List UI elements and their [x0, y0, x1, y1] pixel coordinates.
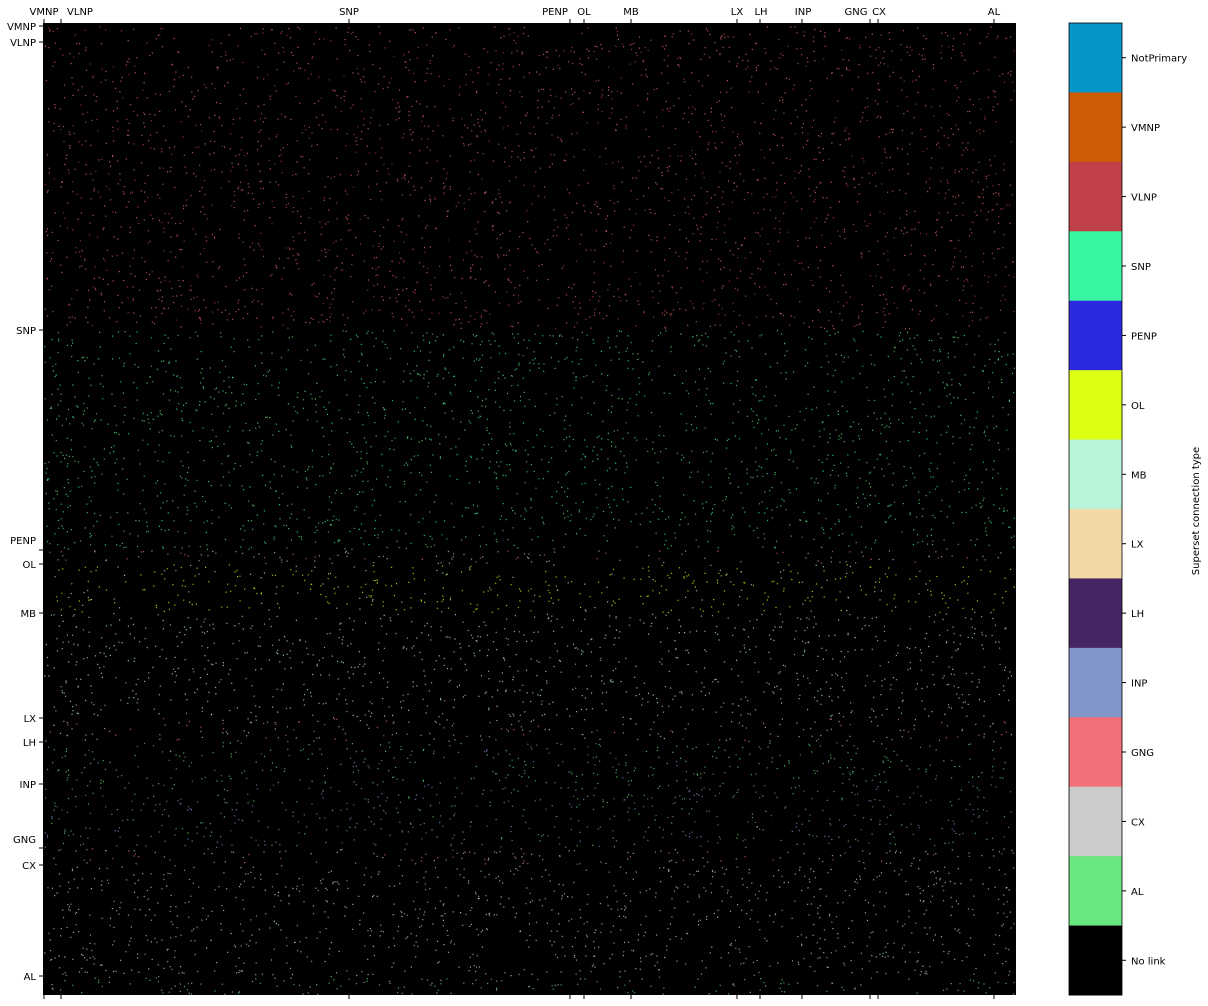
connectivity-matrix	[43, 23, 1016, 995]
colorbar-label-notprimary: NotPrimary	[1131, 54, 1187, 65]
colorbar-label-penp: PENP	[1131, 331, 1157, 342]
y-tick-label-gng: GNG	[13, 835, 36, 846]
x-tick-label-lh: LH	[754, 7, 767, 18]
colorbar-swatch-cx	[1069, 786, 1122, 857]
colorbar-swatch-lx	[1069, 509, 1122, 579]
x-tick-label-vmnp: VMNP	[30, 7, 59, 18]
y-tick-label-lh: LH	[23, 738, 36, 749]
x-tick-label-gng: GNG	[845, 7, 868, 18]
y-tick-label-penp: PENP	[10, 536, 36, 547]
colorbar-swatch-mb	[1069, 439, 1122, 510]
y-tick-label-vmnp: VMNP	[7, 22, 36, 33]
y-tick-label-cx: CX	[22, 861, 36, 872]
y-tick-label-inp: INP	[20, 780, 36, 791]
colorbar-swatch-vmnp	[1069, 92, 1122, 163]
colorbar-swatch-vlnp	[1069, 161, 1122, 232]
colorbar-label-lh: LH	[1131, 609, 1144, 620]
x-axis-ticks: VMNP VLNP SNP PENP OL MB LX LH INP GNG CX AL	[30, 7, 1001, 999]
colorbar-label-no-link: No link	[1131, 956, 1166, 967]
x-tick-label-lx: LX	[731, 7, 744, 18]
colorbar-swatch-notprimary	[1069, 23, 1122, 93]
colorbar-swatch-al	[1069, 856, 1122, 927]
colorbar-label-ol: OL	[1131, 401, 1145, 412]
colorbar-label-vlnp: VLNP	[1131, 193, 1157, 204]
y-tick-label-snp: SNP	[16, 326, 36, 337]
y-tick-label-lx: LX	[24, 714, 37, 725]
colorbar-swatch-gng	[1069, 717, 1122, 788]
y-tick-label-mb: MB	[21, 609, 37, 620]
matrix-background	[43, 23, 1016, 995]
x-tick-label-snp: SNP	[339, 7, 359, 18]
y-tick-label-ol: OL	[23, 560, 37, 571]
x-tick-label-al: AL	[988, 7, 1001, 18]
x-tick-label-cx: CX	[872, 7, 886, 18]
colorbar-label: Superset connection type	[1191, 447, 1202, 575]
colorbar-frame	[1068, 22, 1123, 996]
colorbar-label-inp: INP	[1131, 679, 1147, 690]
x-tick-label-mb: MB	[623, 7, 639, 18]
x-tick-label-vlnp: VLNP	[67, 7, 93, 18]
colorbar-label-vmnp: VMNP	[1131, 123, 1160, 134]
colorbar-swatch-penp	[1069, 300, 1122, 371]
colorbar-swatch-ol	[1069, 370, 1122, 441]
colorbar-label-al: AL	[1131, 887, 1144, 898]
colorbar-swatch-lh	[1069, 578, 1122, 649]
colorbar-label-gng: GNG	[1131, 748, 1154, 759]
colorbar-swatch-snp	[1069, 231, 1122, 302]
colorbar-label-snp: SNP	[1131, 262, 1151, 273]
colorbar-swatch-no-link	[1069, 925, 1122, 996]
colorbar-label-lx: LX	[1131, 540, 1144, 551]
colorbar-swatch-inp	[1069, 647, 1122, 718]
colorbar-label-cx: CX	[1131, 817, 1145, 828]
y-tick-label-vlnp: VLNP	[10, 38, 36, 49]
colorbar: NotPrimary VMNP VLNP SNP PENP OL MB LX LH INP GNG C…	[1068, 22, 1187, 996]
y-axis-ticks: VMNP VLNP SNP PENP OL MB LX LH INP GNG CX AL	[7, 22, 43, 983]
x-tick-label-penp: PENP	[542, 7, 568, 18]
y-tick-label-al: AL	[24, 972, 37, 983]
x-tick-label-ol: OL	[577, 7, 591, 18]
x-tick-label-inp: INP	[795, 7, 811, 18]
colorbar-label-mb: MB	[1131, 470, 1147, 481]
